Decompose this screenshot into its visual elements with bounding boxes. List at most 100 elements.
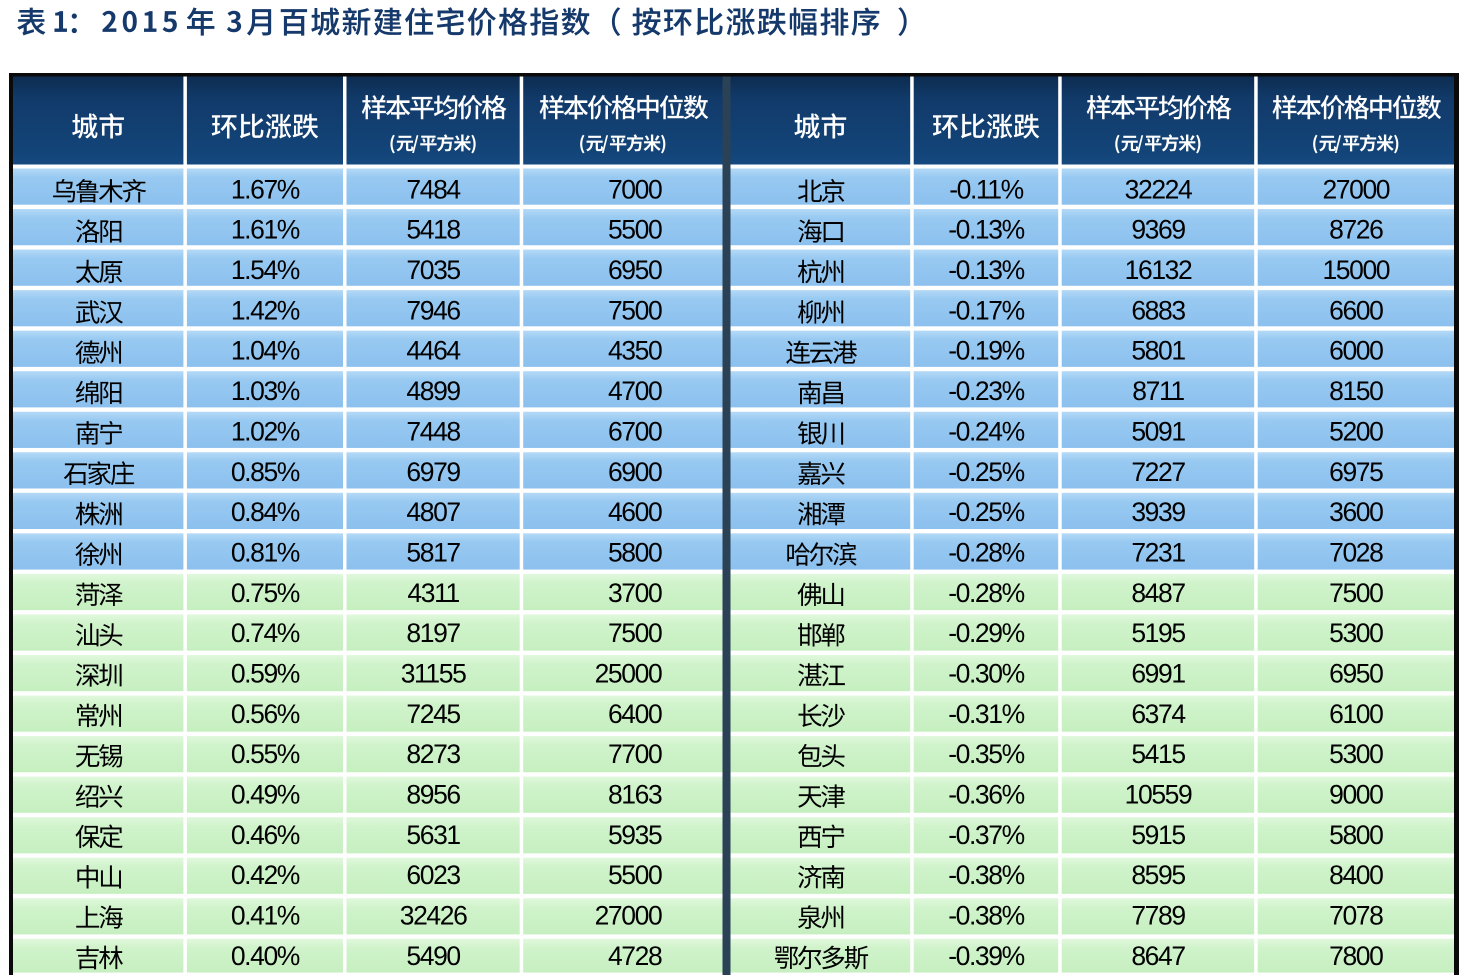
svg-text:6979: 6979 (406, 457, 460, 487)
svg-text:7245: 7245 (406, 699, 460, 729)
svg-text:4728: 4728 (608, 941, 662, 971)
svg-text:-0.36%: -0.36% (948, 780, 1024, 810)
svg-text:1.54%: 1.54% (231, 255, 300, 285)
svg-text:5915: 5915 (1131, 820, 1185, 850)
svg-text:4899: 4899 (406, 376, 460, 406)
svg-text:-0.37%: -0.37% (948, 820, 1024, 850)
svg-text:0.42%: 0.42% (231, 860, 300, 890)
svg-text:7231: 7231 (1131, 538, 1185, 568)
svg-text:7789: 7789 (1131, 901, 1185, 931)
svg-text:7028: 7028 (1329, 538, 1383, 568)
svg-text:5490: 5490 (406, 941, 460, 971)
svg-text:-0.31%: -0.31% (948, 699, 1024, 729)
svg-text:5500: 5500 (608, 860, 662, 890)
svg-text:4311: 4311 (407, 578, 459, 608)
svg-text:6950: 6950 (608, 255, 662, 285)
svg-text:5800: 5800 (608, 538, 662, 568)
svg-text:6883: 6883 (1131, 295, 1185, 325)
svg-text:5300: 5300 (1329, 618, 1383, 648)
svg-text:-0.17%: -0.17% (948, 295, 1024, 325)
svg-text:4600: 4600 (608, 497, 662, 527)
svg-text:6991: 6991 (1131, 659, 1185, 689)
svg-text:5801: 5801 (1131, 336, 1185, 366)
svg-text:9369: 9369 (1131, 215, 1185, 245)
svg-text:5817: 5817 (406, 538, 460, 568)
svg-text:-0.35%: -0.35% (948, 739, 1024, 769)
svg-text:5418: 5418 (406, 215, 460, 245)
svg-text:8400: 8400 (1329, 860, 1383, 890)
svg-text:6975: 6975 (1329, 457, 1383, 487)
svg-text:8726: 8726 (1329, 215, 1383, 245)
svg-text:-0.29%: -0.29% (948, 618, 1024, 648)
svg-text:0.49%: 0.49% (231, 780, 300, 810)
svg-text:1.61%: 1.61% (231, 215, 300, 245)
svg-text:0.85%: 0.85% (231, 457, 300, 487)
svg-text:7035: 7035 (406, 255, 460, 285)
svg-text:-0.39%: -0.39% (948, 941, 1024, 971)
svg-text:7700: 7700 (608, 739, 662, 769)
svg-text:7946: 7946 (406, 295, 460, 325)
svg-text:-0.24%: -0.24% (948, 416, 1024, 446)
svg-text:9000: 9000 (1329, 780, 1383, 810)
svg-text:-0.25%: -0.25% (948, 457, 1024, 487)
svg-text:8163: 8163 (608, 780, 662, 810)
svg-text:-0.28%: -0.28% (948, 538, 1024, 568)
svg-text:5415: 5415 (1131, 739, 1185, 769)
svg-text:8711: 8711 (1132, 376, 1184, 406)
svg-text:16132: 16132 (1125, 255, 1192, 285)
svg-text:6400: 6400 (608, 699, 662, 729)
svg-text:0.84%: 0.84% (231, 497, 300, 527)
svg-text:3700: 3700 (608, 578, 662, 608)
svg-text:-0.38%: -0.38% (948, 860, 1024, 890)
svg-text:1.42%: 1.42% (231, 295, 300, 325)
svg-text:1.67%: 1.67% (231, 174, 300, 204)
svg-text:7500: 7500 (1329, 578, 1383, 608)
svg-text:7484: 7484 (406, 174, 460, 204)
svg-text:6600: 6600 (1329, 295, 1383, 325)
svg-text:4464: 4464 (406, 336, 460, 366)
svg-text:-0.13%: -0.13% (948, 255, 1024, 285)
svg-text:0.40%: 0.40% (231, 941, 300, 971)
svg-text:8487: 8487 (1131, 578, 1185, 608)
svg-text:-0.30%: -0.30% (948, 659, 1024, 689)
svg-text:-0.38%: -0.38% (948, 901, 1024, 931)
svg-text:1.02%: 1.02% (231, 416, 300, 446)
svg-text:3939: 3939 (1131, 497, 1185, 527)
svg-text:7800: 7800 (1329, 941, 1383, 971)
svg-text:6700: 6700 (608, 416, 662, 446)
svg-text:7500: 7500 (608, 295, 662, 325)
svg-text:32224: 32224 (1125, 174, 1192, 204)
svg-text:-0.28%: -0.28% (948, 578, 1024, 608)
svg-text:7227: 7227 (1131, 457, 1185, 487)
svg-text:8647: 8647 (1131, 941, 1185, 971)
svg-text:1.04%: 1.04% (231, 336, 300, 366)
svg-text:6000: 6000 (1329, 336, 1383, 366)
svg-text:7448: 7448 (406, 416, 460, 446)
svg-text:0.46%: 0.46% (231, 820, 300, 850)
svg-text:7500: 7500 (608, 618, 662, 648)
svg-text:27000: 27000 (1322, 174, 1389, 204)
svg-text:0.55%: 0.55% (231, 739, 300, 769)
svg-text:5300: 5300 (1329, 739, 1383, 769)
svg-text:-0.11%: -0.11% (949, 174, 1023, 204)
svg-text:8595: 8595 (1131, 860, 1185, 890)
svg-text:-0.19%: -0.19% (948, 336, 1024, 366)
svg-text:8197: 8197 (406, 618, 460, 648)
svg-text:4350: 4350 (608, 336, 662, 366)
svg-text:8273: 8273 (406, 739, 460, 769)
svg-text:25000: 25000 (595, 659, 662, 689)
svg-text:-0.25%: -0.25% (948, 497, 1024, 527)
svg-text:6950: 6950 (1329, 659, 1383, 689)
svg-text:8150: 8150 (1329, 376, 1383, 406)
svg-text:6900: 6900 (608, 457, 662, 487)
svg-text:3600: 3600 (1329, 497, 1383, 527)
svg-text:5091: 5091 (1131, 416, 1185, 446)
svg-text:5631: 5631 (406, 820, 460, 850)
svg-text:0.75%: 0.75% (231, 578, 300, 608)
svg-text:5200: 5200 (1329, 416, 1383, 446)
svg-text:5935: 5935 (608, 820, 662, 850)
svg-text:31155: 31155 (401, 659, 466, 689)
svg-text:1.03%: 1.03% (231, 376, 300, 406)
svg-text:32426: 32426 (400, 901, 467, 931)
svg-text:0.41%: 0.41% (231, 901, 300, 931)
